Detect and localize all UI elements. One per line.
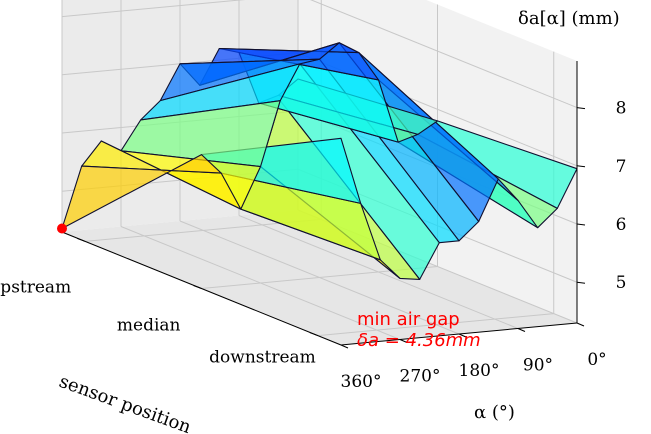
tick-labels: 0° 90° 180° 270° 360° downstream median upstrea… [0, 99, 626, 392]
z-tick-label-1: 6 [616, 215, 627, 235]
x-tick-3 [399, 339, 408, 343]
annotation-line-2: δa = 4.36mm [357, 330, 481, 351]
x-tick-4 [340, 344, 349, 349]
x-tick-1 [517, 328, 526, 332]
axes [61, 61, 586, 349]
y-tick-label-2: upstream [0, 277, 71, 297]
x-tick-label-1: 90° [523, 356, 553, 376]
z-tick-3 [576, 107, 586, 110]
x-tick-label-2: 180° [459, 361, 500, 381]
z-tick-label-2: 7 [616, 157, 627, 177]
grid-floor-pos-0 [317, 313, 554, 337]
x-tick-label-4: 360° [341, 372, 382, 392]
z-tick-label-0: 5 [616, 273, 627, 293]
x-tick-label-0: 0° [587, 350, 606, 370]
x-tick-label-3: 270° [400, 367, 441, 387]
z-axis-label: δa[α] (mm) [518, 8, 620, 29]
surface [61, 42, 578, 280]
grid-z-a-3 [310, 0, 578, 109]
y-tick-1 [193, 285, 202, 289]
annotation-line-1: min air gap [357, 309, 460, 330]
y-axis-label: sensor position [56, 371, 194, 434]
x-axis-label: α (°) [474, 402, 515, 423]
x-tick-0 [576, 322, 585, 327]
y-tick-2 [77, 237, 86, 242]
z-tick-0 [576, 281, 586, 284]
x-tick-2 [458, 333, 467, 338]
z-tick-1 [576, 223, 586, 226]
y-tick-label-1: median [117, 316, 181, 336]
z-tick-label-3: 8 [616, 99, 627, 119]
min-air-gap-marker [57, 223, 67, 234]
y-tick-label-0: downstream [209, 348, 316, 368]
z-tick-2 [576, 165, 586, 168]
grid-z-b-3 [61, 0, 246, 18]
y-tick-0 [309, 332, 318, 337]
